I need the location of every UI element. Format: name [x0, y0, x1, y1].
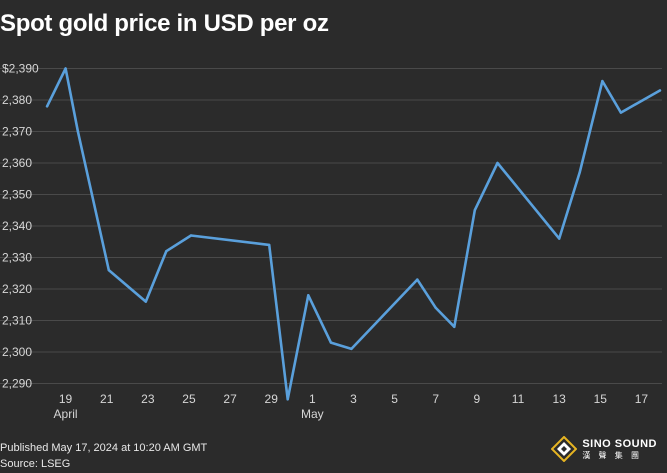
logo-name: SINO SOUND [582, 437, 657, 450]
data-point [453, 325, 456, 329]
data-point [267, 243, 271, 247]
data-point [64, 67, 67, 70]
y-axis-ticks: $2,390 2,380 2,370 2,360 2,350 2,340 2,330 2,32… [2, 61, 39, 390]
chart-title: Spot gold price in USD per oz [0, 10, 329, 37]
x-tick-label: 17 [635, 392, 649, 406]
data-point [189, 234, 193, 237]
x-tick-label: 5 [391, 392, 398, 406]
source-note: Source: LSEG [0, 458, 71, 470]
published-note: Published May 17, 2024 at 10:20 AM GMT [0, 442, 208, 454]
x-tick-label: 3 [350, 392, 357, 406]
data-point [416, 278, 419, 281]
data-point [496, 161, 499, 165]
data-point [107, 268, 110, 272]
data-point [350, 347, 353, 351]
y-tick-label: 2,350 [2, 187, 32, 201]
series-line-spot-gold [45, 67, 662, 401]
y-tick-label: $2,390 [2, 61, 39, 75]
x-tick-label: 13 [552, 392, 566, 406]
x-tick-label: 27 [223, 392, 237, 406]
data-point [165, 250, 168, 253]
data-point [619, 111, 623, 114]
y-tick-label: 2,290 [2, 377, 32, 391]
data-point [601, 79, 604, 83]
y-tick-label: 2,320 [2, 282, 32, 296]
y-tick-label: 2,300 [2, 345, 32, 359]
y-tick-label: 2,340 [2, 219, 32, 233]
data-point [329, 341, 333, 344]
y-tick-label: 2,310 [2, 314, 32, 328]
y-tick-label: 2,380 [2, 93, 32, 107]
data-point [126, 284, 129, 288]
data-point [578, 171, 581, 174]
x-tick-label: 21 [100, 392, 114, 406]
x-tick-label: 25 [182, 392, 196, 406]
data-point [658, 89, 662, 92]
data-point [286, 398, 289, 401]
diamond-logo-icon [551, 436, 578, 462]
x-tick-label: 11 [512, 392, 525, 406]
y-tick-label: 2,360 [2, 156, 32, 170]
y-tick-label: 2,370 [2, 124, 32, 138]
x-tick-label: 29 [265, 392, 279, 406]
gridlines [0, 67, 662, 385]
x-tick-label: 15 [594, 392, 608, 406]
x-month-label: April [54, 407, 78, 421]
data-point [76, 130, 80, 133]
x-tick-label: 7 [432, 392, 439, 406]
data-point [307, 294, 310, 297]
series-layer [45, 67, 662, 401]
data-point [45, 105, 49, 108]
data-point [557, 237, 561, 240]
y-tick-label: 2,330 [2, 251, 32, 265]
logo-chinese-name: 漢 聲 集 團 [582, 450, 642, 460]
data-point [434, 306, 437, 310]
x-tick-label: 19 [59, 392, 73, 406]
sino-sound-logo: SINO SOUND 漢 聲 集 團 [551, 436, 657, 462]
x-tick-label: 23 [141, 392, 155, 406]
data-point [144, 300, 147, 303]
x-tick-label: 9 [474, 392, 481, 406]
data-point [473, 209, 477, 212]
x-tick-label: 1 [309, 392, 316, 406]
x-month-label: May [301, 407, 324, 421]
